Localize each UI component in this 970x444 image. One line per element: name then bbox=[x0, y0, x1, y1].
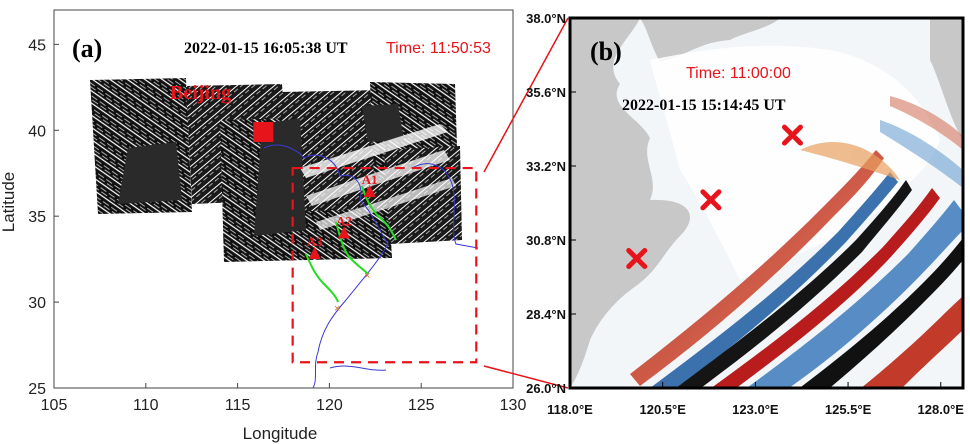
panel-a-time: Time: 11:50:53 bbox=[386, 40, 491, 57]
panel-b-time: Time: 11:00:00 bbox=[686, 65, 791, 82]
wave-blue-2 bbox=[746, 200, 963, 388]
x-tick-label-b: 118.0°E bbox=[547, 402, 593, 417]
x-tick-label: 110 bbox=[133, 397, 159, 414]
wave-orange-edge bbox=[800, 141, 900, 180]
panel-b-timestamp: 2022-01-15 15:14:45 UT bbox=[622, 97, 786, 114]
land-mass bbox=[570, 18, 690, 388]
y-tick-label: 35 bbox=[28, 209, 46, 226]
zoom-region-box bbox=[291, 166, 478, 364]
y-axis-label: Latitude bbox=[0, 172, 18, 233]
shadow-mask-3 bbox=[362, 104, 404, 142]
x-tick-label-b: 120.5°E bbox=[639, 402, 686, 417]
y-tick-label-b: 38.0°N bbox=[526, 11, 566, 26]
y-tick-label-b: 26.0°N bbox=[526, 381, 566, 396]
x-tick-label-b: 123.0°E bbox=[732, 402, 779, 417]
panel-b-markers bbox=[626, 124, 803, 269]
zoom-connector-top bbox=[483, 17, 569, 173]
x-marker-stroke bbox=[626, 248, 648, 269]
wave-blue-1 bbox=[650, 172, 898, 388]
x-tick-label: 115 bbox=[225, 397, 251, 414]
panel-b-frame bbox=[568, 16, 965, 390]
wave-blue-north bbox=[880, 120, 963, 188]
wave-red-1 bbox=[630, 150, 884, 386]
panel-a-timestamp: 2022-01-15 16:05:38 UT bbox=[184, 40, 348, 57]
coastline bbox=[263, 144, 389, 388]
y-tick-label-b: 35.6°N bbox=[526, 85, 566, 100]
x-marker bbox=[700, 189, 722, 211]
panel-a-label: (a) bbox=[72, 34, 102, 63]
x-tick-label-b: 128.0°E bbox=[918, 402, 965, 417]
coastline-lower bbox=[329, 365, 387, 371]
wave-band-3 bbox=[316, 178, 456, 230]
y-tick-label-b: 28.4°N bbox=[526, 307, 566, 322]
y-tick-label-b: 30.8°N bbox=[526, 233, 566, 248]
station-markers: A1 A2 A3 bbox=[253, 121, 378, 259]
track-a3 bbox=[305, 253, 339, 303]
x-tick-label: 105 bbox=[41, 397, 68, 414]
x-marker-stroke bbox=[700, 189, 722, 211]
wave-red-3 bbox=[861, 296, 963, 388]
wave-red-north bbox=[890, 96, 963, 150]
station-label-a3: A3 bbox=[307, 234, 323, 249]
x-marker bbox=[781, 124, 803, 146]
x-tick-label: 125 bbox=[408, 397, 435, 414]
panel-b: (b) Time: 11:00:00 2022-01-15 15:14:45 U… bbox=[526, 11, 965, 417]
station-marker-a3 bbox=[308, 246, 321, 259]
wave-band-1 bbox=[300, 124, 448, 178]
x-marker-stroke bbox=[781, 124, 803, 146]
panel-b-label: (b) bbox=[590, 37, 622, 66]
y-axis-ticks-b: 38.0°N 35.6°N 33.2°N 30.8°N 28.4°N 26.0°N bbox=[526, 11, 576, 396]
y-tick-label-b: 33.2°N bbox=[526, 159, 566, 174]
panel-a: × × A1 A2 A3 (a) 2022-01-15 16:05:38 UT Ti… bbox=[0, 9, 527, 443]
x-tick-label: 120 bbox=[316, 397, 343, 414]
track-a2 bbox=[335, 221, 369, 275]
coastline-korea bbox=[411, 163, 479, 249]
x-axis-ticks-a: 105 110 115 120 125 130 bbox=[41, 383, 527, 414]
shelf-white bbox=[650, 45, 940, 280]
wave-red-2 bbox=[711, 188, 940, 388]
track-end-marker: × bbox=[334, 303, 340, 315]
shadow-mask-1 bbox=[118, 142, 182, 204]
station-marker-a2 bbox=[338, 226, 351, 239]
x-axis-ticks-b: 118.0°E 120.5°E 123.0°E 125.5°E 128.0°E bbox=[547, 382, 964, 417]
track-a1 bbox=[361, 185, 397, 241]
x-marker bbox=[626, 248, 648, 269]
wave-band-2 bbox=[306, 150, 450, 206]
track-end-marker: × bbox=[364, 270, 370, 282]
beijing-label: Beijing bbox=[170, 82, 231, 104]
panel-b-map bbox=[570, 18, 963, 388]
land-mass-north bbox=[640, 18, 780, 62]
y-axis-ticks-a: 25 30 35 40 45 bbox=[28, 37, 59, 398]
station-label-a2: A2 bbox=[336, 213, 352, 228]
y-tick-label: 30 bbox=[28, 295, 46, 312]
y-tick-label: 25 bbox=[28, 381, 46, 398]
station-label-a1: A1 bbox=[362, 172, 378, 187]
y-tick-label: 40 bbox=[28, 123, 46, 140]
station-marker-a1 bbox=[363, 185, 376, 198]
y-tick-label: 45 bbox=[28, 37, 46, 54]
x-tick-label-b: 125.5°E bbox=[825, 402, 872, 417]
x-tick-label: 130 bbox=[500, 397, 527, 414]
zoom-connector-bottom bbox=[483, 365, 569, 389]
x-axis-label: Longitude bbox=[243, 424, 318, 443]
beijing-marker bbox=[253, 121, 274, 142]
land-mass-east bbox=[930, 18, 963, 140]
